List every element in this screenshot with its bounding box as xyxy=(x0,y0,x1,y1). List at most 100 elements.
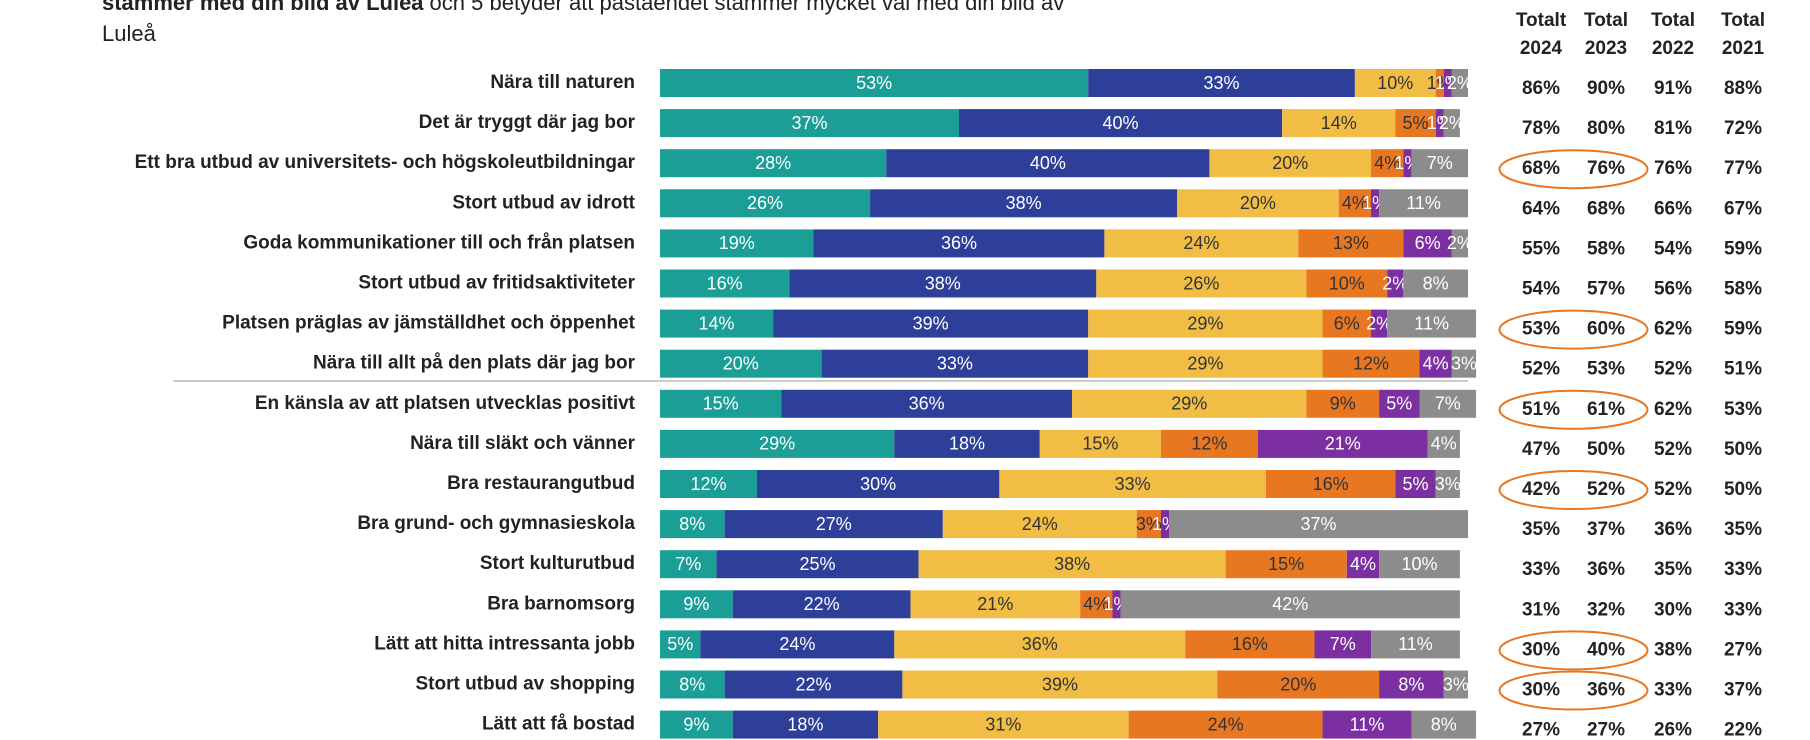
value-label: 22% xyxy=(804,594,840,614)
table-cell: 30% xyxy=(1654,599,1692,620)
table-cell: 30% xyxy=(1522,680,1560,701)
value-label: 37% xyxy=(1301,514,1337,534)
bar-segment xyxy=(1266,470,1396,498)
bar-segment xyxy=(1379,189,1468,218)
bar-segment xyxy=(886,149,1210,178)
value-label: 36% xyxy=(941,233,977,253)
table-cell: 60% xyxy=(1587,319,1625,340)
value-label: 29% xyxy=(759,434,795,454)
table-cell: 81% xyxy=(1654,118,1692,139)
bar-segment xyxy=(660,389,782,418)
value-label: 12% xyxy=(690,474,726,494)
value-label: 29% xyxy=(1187,353,1223,373)
bar-segment xyxy=(660,550,717,579)
value-label: 15% xyxy=(1082,434,1118,454)
value-label: 2% xyxy=(1366,313,1392,333)
value-label: 20% xyxy=(1272,153,1308,173)
bar-segment xyxy=(1128,710,1323,739)
value-label: 7% xyxy=(1330,634,1356,654)
table-cell: 66% xyxy=(1654,198,1692,219)
value-label: 37% xyxy=(791,113,827,133)
value-label: 3% xyxy=(1451,353,1477,373)
table-cell: 36% xyxy=(1587,680,1625,701)
value-label: 11% xyxy=(1406,193,1441,213)
bar-segment xyxy=(1403,229,1452,258)
value-label: 3% xyxy=(1435,474,1461,494)
value-label: 16% xyxy=(707,273,743,293)
value-label: 8% xyxy=(1431,714,1457,734)
value-label: 7% xyxy=(1427,153,1453,173)
bar-segment xyxy=(1306,389,1380,418)
highlight-circle xyxy=(1498,389,1649,430)
value-label: 18% xyxy=(949,434,985,454)
category-label: Stort kulturutbud xyxy=(480,553,635,574)
bar-segment xyxy=(1136,510,1161,539)
bar-segment xyxy=(1371,630,1460,659)
value-label: 13% xyxy=(1333,233,1369,253)
value-label: 5% xyxy=(1402,474,1428,494)
table-cell: 35% xyxy=(1522,519,1560,540)
category-label: En känsla av att platsen utvecklas posit… xyxy=(255,393,636,414)
value-label: 15% xyxy=(1268,554,1304,574)
value-label: 38% xyxy=(1006,193,1042,213)
bar-segment xyxy=(1072,389,1307,418)
value-label: 8% xyxy=(1423,273,1449,293)
bar-segment xyxy=(1451,69,1468,97)
value-label: 11% xyxy=(1350,714,1385,734)
bar-segment xyxy=(1346,550,1380,579)
table-cell: 91% xyxy=(1654,78,1692,99)
category-label: Lätt att hitta intressanta jobb xyxy=(374,633,635,654)
category-label: Stort utbud av fritidsaktiviteter xyxy=(358,273,635,294)
bar-segment xyxy=(716,550,919,579)
bar-segment xyxy=(756,470,1000,498)
table-cell: 31% xyxy=(1522,599,1560,620)
bar-segment xyxy=(660,149,887,178)
bar-segment xyxy=(1403,269,1468,298)
value-label: 21% xyxy=(977,594,1013,614)
table-cell: 54% xyxy=(1654,238,1692,259)
value-label: 12% xyxy=(1191,434,1227,454)
table-header: 2024 xyxy=(1520,38,1563,59)
bar-segment xyxy=(1379,389,1420,418)
value-label: 29% xyxy=(1171,394,1207,414)
value-label: 6% xyxy=(1334,313,1360,333)
value-label: 30% xyxy=(860,474,896,494)
value-label: 4% xyxy=(1374,153,1400,173)
bar-segment xyxy=(1435,470,1460,498)
table-cell: 86% xyxy=(1522,78,1560,99)
value-label: 3% xyxy=(1136,514,1162,534)
table-cell: 30% xyxy=(1522,639,1560,660)
bar-segment xyxy=(1314,630,1372,659)
bar-segment xyxy=(1443,670,1468,699)
value-label: 24% xyxy=(1208,714,1244,734)
table-cell: 35% xyxy=(1724,519,1762,540)
highlight-circle xyxy=(1498,149,1649,190)
bar-segment xyxy=(1395,470,1436,498)
table-cell: 42% xyxy=(1522,479,1560,500)
bar-segment xyxy=(813,229,1105,258)
subtitle-bold: stämmer med din bild av Luleå xyxy=(102,0,424,15)
bar-segment xyxy=(1282,109,1396,138)
value-label: 14% xyxy=(699,313,735,333)
bar-segment xyxy=(1395,109,1436,138)
bar-segment xyxy=(1371,149,1404,178)
value-label: 4% xyxy=(1083,594,1109,614)
table-cell: 77% xyxy=(1724,158,1762,179)
value-label: 25% xyxy=(800,554,836,574)
bar-segment xyxy=(1435,69,1444,97)
value-label: 6% xyxy=(1415,233,1441,253)
bar-segment xyxy=(1088,349,1323,378)
bar-segment xyxy=(1387,269,1404,298)
table-cell: 33% xyxy=(1724,559,1762,580)
table-header: Totalt xyxy=(1516,10,1567,31)
bar-segment xyxy=(724,670,903,699)
table-cell: 50% xyxy=(1724,439,1762,460)
table-header: 2021 xyxy=(1722,38,1765,59)
value-label: 24% xyxy=(1022,514,1058,534)
subtitle-line2: Luleå xyxy=(102,21,157,46)
value-label: 39% xyxy=(1042,674,1078,694)
value-label: 11% xyxy=(1414,313,1449,333)
table-cell: 88% xyxy=(1724,78,1762,99)
value-label: 5% xyxy=(667,634,693,654)
table-cell: 55% xyxy=(1522,238,1560,259)
